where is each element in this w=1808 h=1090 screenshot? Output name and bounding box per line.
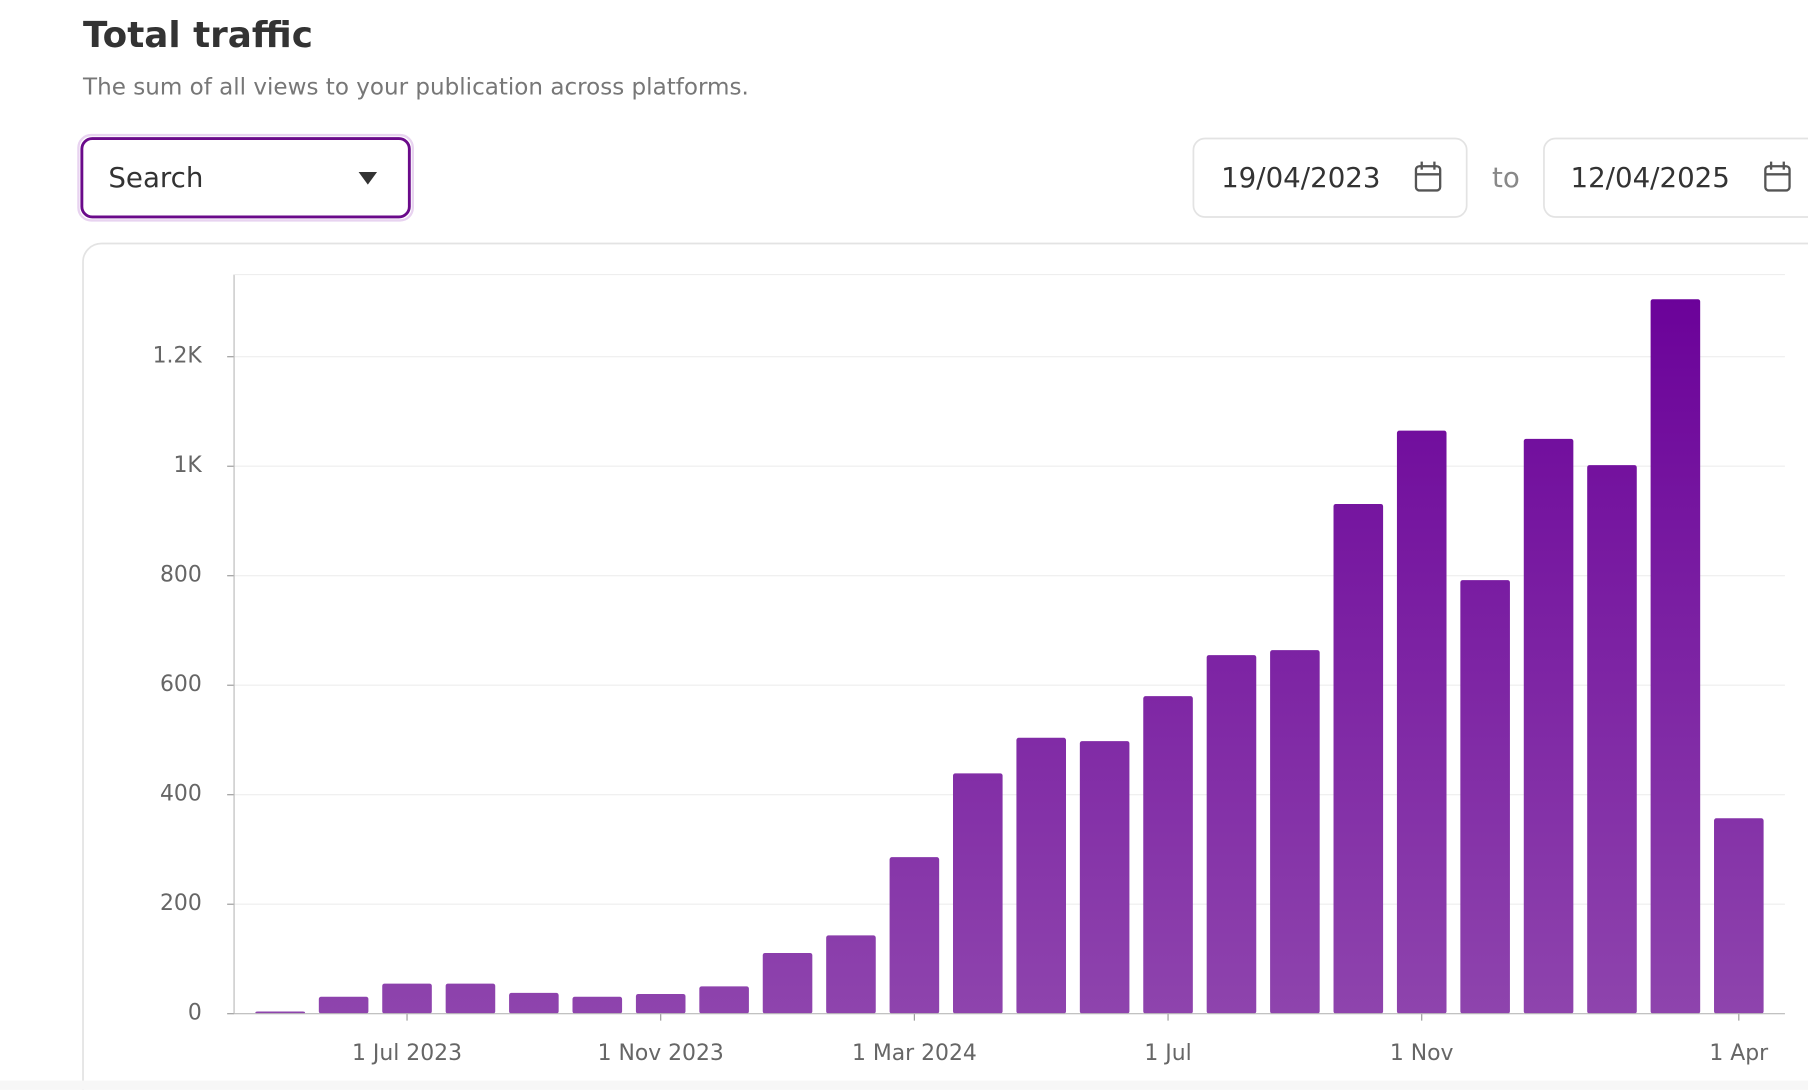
start-date: 19/04/2023 bbox=[1221, 161, 1380, 194]
y-tick-label: 0 bbox=[188, 1001, 202, 1026]
subtitle: The sum of all views to your publication… bbox=[82, 74, 749, 100]
bar bbox=[382, 983, 432, 1014]
y-tick-label: 200 bbox=[160, 891, 202, 916]
bar bbox=[318, 996, 369, 1014]
bar bbox=[1587, 465, 1637, 1014]
x-tick-label: 1 Nov bbox=[1390, 1041, 1454, 1066]
dropdown[interactable] bbox=[80, 137, 411, 219]
focus-ring bbox=[77, 133, 414, 222]
bottom-edge bbox=[0, 1080, 1808, 1090]
end-date: 12/04/2025 bbox=[1570, 161, 1729, 194]
end-date-input[interactable] bbox=[1543, 137, 1808, 218]
bar bbox=[1460, 580, 1510, 1014]
bar bbox=[1333, 504, 1384, 1014]
bar bbox=[889, 857, 940, 1014]
y-tick-label: 800 bbox=[160, 563, 202, 588]
dropdown-label: Search bbox=[108, 161, 203, 194]
x-tick-label: 1 Apr bbox=[1709, 1041, 1768, 1066]
y-tick-label: 1K bbox=[173, 453, 202, 478]
bar bbox=[635, 994, 686, 1014]
bar bbox=[1714, 818, 1764, 1014]
bar bbox=[762, 952, 813, 1014]
bar bbox=[1206, 655, 1257, 1014]
x-tick-label: 1 Jul bbox=[1144, 1041, 1191, 1066]
x-tick-label: 1 Nov 2023 bbox=[598, 1041, 724, 1066]
bar bbox=[572, 996, 623, 1014]
bar bbox=[1523, 438, 1574, 1014]
dropdown-arrow bbox=[358, 171, 378, 185]
separator: to bbox=[1492, 161, 1520, 194]
bar bbox=[699, 986, 749, 1014]
x-tick-label: 1 Jul 2023 bbox=[352, 1041, 462, 1066]
bar bbox=[826, 935, 876, 1014]
bar bbox=[953, 773, 1003, 1014]
title: Total traffic bbox=[83, 15, 313, 56]
calendar-icon bbox=[1414, 161, 1442, 192]
bar bbox=[445, 983, 496, 1014]
y-tick-label: 400 bbox=[160, 782, 202, 807]
y-tick-label: 1.2K bbox=[153, 344, 203, 369]
bar bbox=[509, 992, 559, 1014]
y-tick-label: 600 bbox=[160, 672, 202, 697]
bar bbox=[1143, 696, 1193, 1014]
bar bbox=[1270, 650, 1320, 1014]
bar bbox=[1079, 741, 1130, 1014]
bar bbox=[1396, 430, 1447, 1014]
bar bbox=[1016, 737, 1067, 1014]
calendar-icon bbox=[1764, 161, 1791, 192]
bar bbox=[1650, 299, 1701, 1014]
x-tick-label: 1 Mar 2024 bbox=[852, 1041, 977, 1066]
chart: 0 200 400 600 800 1K 1.2K 1 Jul 2023 1 Nov 2023 1… bbox=[153, 274, 1785, 1066]
start-date-input[interactable] bbox=[1192, 137, 1468, 218]
